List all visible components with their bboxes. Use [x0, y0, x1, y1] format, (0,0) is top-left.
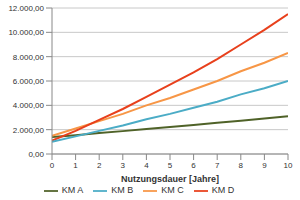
- html-text:KM D: KM D: [211, 185, 235, 196]
- svg-text:12.000,00: 12.000,00: [8, 4, 44, 13]
- svg-text:7: 7: [215, 161, 220, 170]
- html-text:KM A: KM A: [61, 185, 84, 196]
- svg-text:8: 8: [239, 161, 244, 170]
- svg-text:0: 0: [50, 161, 55, 170]
- svg-text:10.000,00: 10.000,00: [8, 28, 44, 37]
- svg-text:Nutzungsdauer [Jahre]: Nutzungsdauer [Jahre]: [121, 174, 219, 184]
- svg-text:4: 4: [144, 161, 149, 170]
- svg-text:6.000,00: 6.000,00: [13, 77, 45, 86]
- svg-text:4.000,00: 4.000,00: [13, 101, 45, 110]
- svg-text:0,00: 0,00: [28, 150, 44, 159]
- svg-text:3: 3: [121, 161, 126, 170]
- svg-text:10: 10: [284, 161, 292, 170]
- html-text:KM C: KM C: [161, 185, 184, 196]
- svg-text:6: 6: [191, 161, 196, 170]
- svg-text:5: 5: [168, 161, 173, 170]
- svg-text:1: 1: [73, 161, 78, 170]
- svg-text:2: 2: [97, 161, 102, 170]
- svg-text:2.000,00: 2.000,00: [13, 126, 45, 135]
- svg-text:8.000,00: 8.000,00: [13, 53, 45, 62]
- svg-text:9: 9: [262, 161, 267, 170]
- html-text:KM B: KM B: [111, 185, 134, 196]
